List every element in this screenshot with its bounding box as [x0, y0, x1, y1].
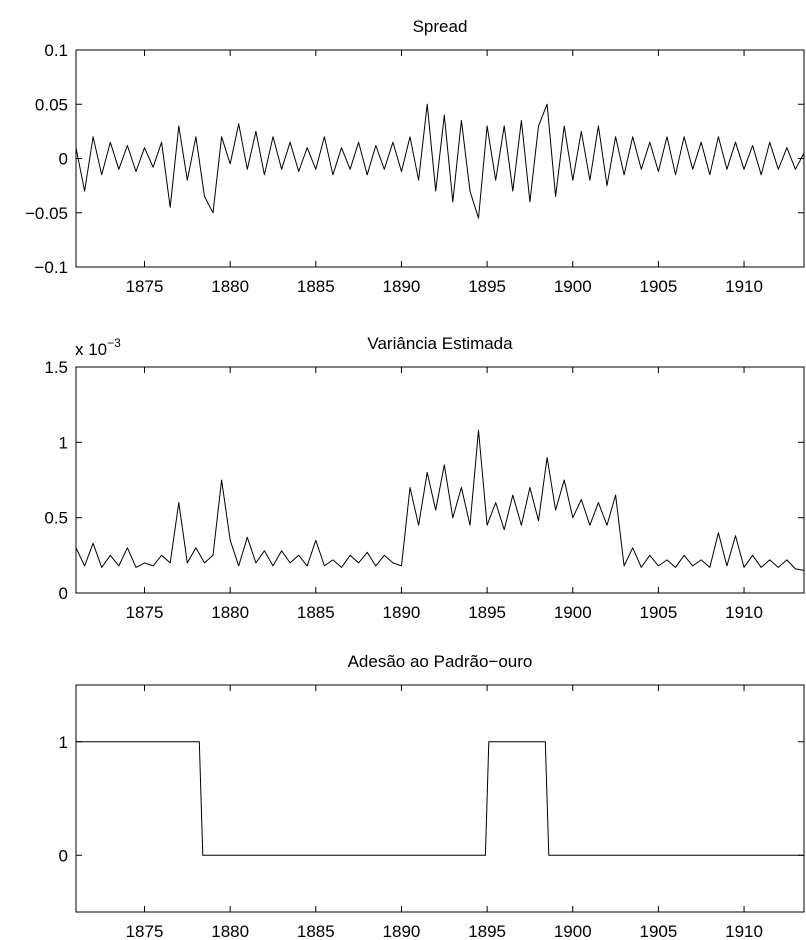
variance-xtick-label: 1880: [211, 603, 249, 622]
variance-panel: Variância Estimada x 10−3 1875 1880 1885 18…: [44, 334, 805, 622]
gold-standard-xtick-label: 1900: [554, 922, 592, 940]
spread-xtick-label: 1875: [126, 277, 164, 296]
spread-panel: Spread 1875 1880 1885 1890 1895 1900 1905 1910 −…: [25, 17, 805, 296]
variance-xtick-label: 1905: [639, 603, 677, 622]
spread-ticks: 1875 1880 1885 1890 1895 1900 1905 1910 −0.1 −0.0…: [25, 41, 804, 296]
gold-standard-xtick-label: 1890: [383, 922, 421, 940]
variance-scale-label: x 10−3: [75, 336, 121, 359]
gold-standard-panel: Adesão ao Padrão−ouro 1875 1880 1885 1890 18…: [59, 652, 805, 940]
spread-xtick-label: 1895: [468, 277, 506, 296]
spread-ytick-label: −0.05: [25, 204, 68, 223]
gold-standard-ticks: 1875 1880 1885 1890 1895 1900 1905 1910 0 1: [59, 685, 804, 940]
gold-standard-xtick-label: 1895: [468, 922, 506, 940]
gold-standard-xtick-label: 1875: [126, 922, 164, 940]
spread-xtick-label: 1885: [297, 277, 335, 296]
variance-ytick-label: 0.5: [44, 509, 68, 528]
spread-series-line: [75, 103, 805, 219]
gold-standard-ytick-label: 0: [59, 846, 68, 865]
variance-scale-exponent: −3: [107, 336, 121, 350]
variance-title: Variância Estimada: [367, 334, 513, 353]
variance-axes-box: [75, 366, 805, 594]
variance-xtick-label: 1875: [126, 603, 164, 622]
spread-xtick-label: 1910: [725, 277, 763, 296]
variance-ytick-label: 1.5: [44, 358, 68, 377]
spread-xtick-label: 1900: [554, 277, 592, 296]
spread-ytick-label: 0.05: [35, 95, 68, 114]
variance-xtick-label: 1885: [297, 603, 335, 622]
variance-xtick-label: 1910: [725, 603, 763, 622]
variance-xtick-label: 1895: [468, 603, 506, 622]
gold-standard-xtick-label: 1880: [211, 922, 249, 940]
gold-standard-axes-box: [75, 684, 805, 913]
spread-ytick-label: 0.1: [44, 41, 68, 60]
spread-xtick-label: 1905: [639, 277, 677, 296]
variance-ytick-label: 1: [59, 433, 68, 452]
variance-xtick-label: 1900: [554, 603, 592, 622]
variance-scale-prefix: x 10: [75, 340, 107, 359]
gold-standard-xtick-label: 1905: [639, 922, 677, 940]
spread-ytick-label: −0.1: [34, 258, 68, 277]
spread-xtick-label: 1890: [383, 277, 421, 296]
gold-standard-title: Adesão ao Padrão−ouro: [348, 652, 533, 671]
spread-ytick-label: 0: [59, 150, 68, 169]
gold-standard-xtick-label: 1910: [725, 922, 763, 940]
variance-series-line: [75, 429, 805, 571]
variance-xtick-label: 1890: [383, 603, 421, 622]
spread-title: Spread: [413, 17, 468, 36]
spread-xtick-label: 1880: [211, 277, 249, 296]
gold-standard-xtick-label: 1885: [297, 922, 335, 940]
variance-ticks: 1875 1880 1885 1890 1895 1900 1905 1910 0 0.5 1 1.5: [44, 358, 804, 622]
spread-axes-box: [75, 49, 805, 268]
gold-standard-series-line: [76, 741, 804, 856]
variance-ytick-label: 0: [59, 584, 68, 603]
gold-standard-ytick-label: 1: [59, 733, 68, 752]
